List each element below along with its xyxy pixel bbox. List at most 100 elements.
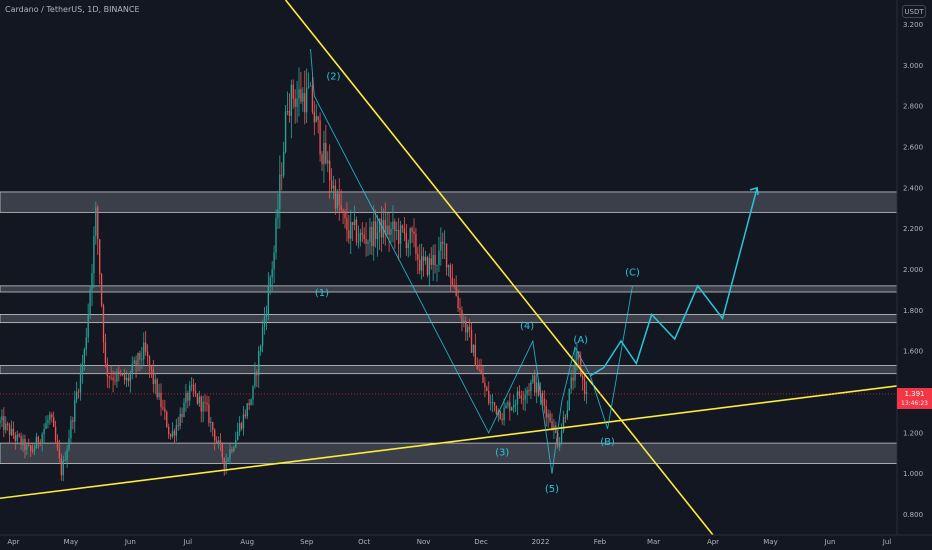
abc-correction-path[interactable] [589, 285, 633, 429]
wave-label: (4) [520, 321, 534, 332]
wave-label: (5) [545, 484, 559, 495]
candle [97, 204, 99, 255]
x-tick-label: Jul [882, 538, 892, 546]
candle [353, 205, 356, 231]
candle [8, 422, 11, 443]
projection-path[interactable] [589, 187, 758, 377]
candle [95, 201, 97, 245]
candle [68, 429, 70, 452]
candle [484, 376, 486, 398]
y-tick-label: 3.200 [903, 21, 923, 29]
candle [507, 400, 509, 409]
candle [369, 217, 371, 255]
candle [574, 348, 576, 389]
candle [192, 378, 195, 397]
candle [419, 244, 421, 275]
candle [453, 278, 455, 290]
candle [125, 370, 128, 387]
candle [365, 222, 367, 257]
candle [290, 79, 293, 139]
candle [267, 272, 270, 320]
candle [367, 239, 369, 256]
elliott-wave-path[interactable] [310, 48, 591, 474]
candle [120, 369, 122, 377]
candle [233, 445, 235, 453]
candle [179, 407, 181, 430]
candle [580, 351, 582, 378]
candle [35, 432, 38, 449]
candle [438, 236, 440, 273]
candle [543, 390, 546, 414]
candle [70, 416, 72, 443]
zone-4 [0, 442, 898, 464]
candle [328, 144, 331, 199]
candle [380, 206, 383, 252]
candle [526, 386, 528, 404]
candle [315, 104, 317, 123]
candle [399, 220, 402, 258]
candle [338, 178, 340, 221]
candle [564, 414, 567, 423]
x-tick-label: Feb [594, 538, 607, 546]
candle [152, 359, 155, 393]
candle [570, 369, 572, 394]
candle [252, 385, 254, 406]
candle [242, 405, 245, 436]
currency-badge[interactable]: USDT [902, 5, 926, 18]
time-axis[interactable]: Apr May Jun Jul Aug Sep Oct Nov Dec 2022 Feb Mar Apr… [7, 538, 891, 546]
trendline-1[interactable] [0, 385, 898, 500]
candle [87, 303, 89, 343]
candle [246, 403, 248, 420]
x-tick-label: Dec [474, 538, 488, 546]
candle [472, 343, 475, 357]
candlesticks [0, 67, 588, 482]
candle [158, 383, 160, 401]
candle [144, 331, 147, 356]
candle [10, 420, 13, 437]
candle [325, 124, 327, 165]
x-tick-label: Jun [823, 538, 835, 546]
wave-label: (B) [600, 437, 615, 448]
candle [279, 155, 281, 229]
candle [14, 431, 17, 450]
candle [319, 112, 321, 162]
candle [37, 435, 40, 449]
candle [235, 431, 237, 449]
candle [231, 446, 233, 454]
trendline-0[interactable] [284, 0, 714, 536]
candle [43, 423, 45, 443]
candle [41, 432, 43, 452]
candle [108, 375, 110, 389]
candle [300, 71, 302, 104]
candle [102, 303, 105, 353]
candle [154, 373, 156, 395]
candle [3, 407, 5, 438]
candle [66, 445, 68, 468]
candle [187, 390, 189, 409]
candle [411, 226, 413, 244]
price-axis[interactable]: 3.200 3.000 2.800 2.600 2.400 2.200 2.000 1.800… [903, 21, 923, 519]
candle [313, 101, 316, 136]
candle [534, 369, 536, 397]
candle [254, 362, 256, 389]
candle [135, 355, 137, 378]
candle [488, 381, 490, 406]
candle [445, 243, 448, 276]
candle [296, 80, 298, 123]
candle [194, 383, 197, 397]
x-tick-label: Aug [240, 538, 254, 546]
candle [213, 428, 216, 451]
x-tick-label: Jul [183, 538, 193, 546]
candle [545, 399, 547, 427]
candle [417, 246, 419, 275]
candle [491, 393, 494, 413]
y-tick-label: 3.000 [903, 62, 923, 70]
candle [440, 227, 442, 266]
candle [250, 398, 252, 406]
candle [89, 285, 91, 320]
candle [210, 416, 212, 433]
candle [189, 381, 191, 407]
candle [85, 327, 87, 356]
